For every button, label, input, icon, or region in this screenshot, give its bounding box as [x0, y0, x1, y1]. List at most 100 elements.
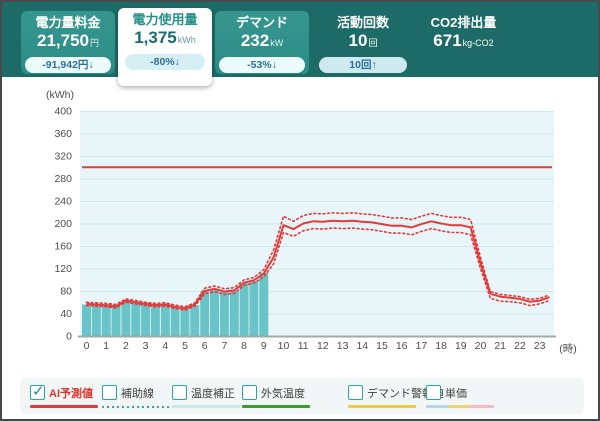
kpi-title: 電力使用量 [132, 12, 198, 27]
y-axis-unit-label: (kWh) [46, 89, 74, 101]
legend-label: AI予測値 [49, 387, 93, 400]
legend-item-ai-forecast[interactable]: AI予測値 [30, 382, 98, 408]
ai-forecast-line [86, 219, 550, 310]
x-tick-label: 19 [455, 340, 467, 352]
x-tick-label: 10 [278, 340, 290, 352]
legend-swatch-teal-dotted [102, 406, 170, 408]
usage-bar [249, 280, 259, 336]
usage-bar [200, 291, 210, 336]
usage-bar [229, 291, 239, 336]
x-tick-label: 12 [317, 340, 329, 352]
legend-swatch-yellow-solid [348, 405, 416, 408]
x-tick-label: 14 [356, 340, 368, 352]
usage-bar [259, 273, 269, 336]
usage-bar [131, 302, 141, 336]
y-tick-label: 40 [60, 308, 72, 320]
legend-label: 単価 [445, 387, 467, 400]
x-tick-label: 7 [221, 340, 227, 352]
usage-bar [160, 305, 170, 336]
legend-item-auxiliary-line[interactable]: 補助線 [102, 385, 170, 408]
usage-bars [82, 273, 269, 337]
y-tick-label: 280 [54, 173, 72, 185]
kpi-unit: kg-CO2 [462, 38, 494, 48]
legend-label: デマンド警報値 [367, 387, 444, 400]
usage-bar [180, 308, 190, 336]
usage-bar [190, 305, 200, 336]
ai-forecast-checkbox[interactable] [30, 382, 45, 400]
auxiliary-line-checkbox[interactable] [102, 385, 117, 400]
y-tick-label: 0 [66, 331, 72, 343]
usage-bar [101, 305, 111, 336]
kpi-title: CO2排出量 [430, 15, 497, 30]
kpi-card-activity-count[interactable]: 活動回数 10回 10回↑ [317, 11, 409, 73]
forecast-upper-band-line [85, 212, 551, 308]
temperature-correction-checkbox[interactable] [172, 385, 187, 400]
legend-swatch-cyan-solid [172, 405, 240, 408]
x-tick-label: 21 [494, 340, 506, 352]
y-tick-label: 320 [54, 151, 72, 163]
x-tick-label: 0 [84, 340, 90, 352]
usage-bar [210, 289, 219, 336]
x-tick-label: 20 [475, 340, 487, 352]
kpi-unit: kWh [177, 35, 196, 45]
usage-bar [150, 305, 160, 336]
kpi-card-demand[interactable]: デマンド 232kW -53%↓ [215, 11, 309, 74]
outdoor-temperature-checkbox[interactable] [242, 385, 257, 400]
usage-bar [91, 304, 101, 336]
kpi-value: 10回 [348, 31, 378, 50]
x-tick-label: 4 [162, 340, 168, 352]
kpi-delta-badge: -80%↓ [125, 54, 205, 70]
legend-swatch-red-solid [30, 405, 98, 408]
x-axis-unit-label: (時) [559, 343, 577, 355]
unit-price-checkbox[interactable] [426, 385, 441, 400]
usage-bar [82, 304, 91, 336]
x-tick-label: 13 [337, 340, 349, 352]
chart-legend: AI予測値 補助線 温度補正 外気温度 デマンド警報値 単価 [20, 378, 584, 414]
x-tick-label: 18 [435, 340, 447, 352]
x-tick-label: 11 [298, 340, 309, 352]
x-tick-label: 15 [376, 340, 388, 352]
forecast-lower-band-line [85, 227, 551, 311]
x-tick-label: 22 [514, 340, 526, 352]
usage-bar [121, 301, 131, 336]
y-tick-label: 80 [60, 286, 72, 298]
kpi-card-co2-emissions[interactable]: CO2排出量 671kg-CO2 [411, 11, 516, 53]
x-tick-label: 17 [416, 340, 428, 352]
legend-label: 温度補正 [191, 387, 235, 400]
x-tick-label: 6 [202, 340, 208, 352]
legend-swatch-multi-segment [426, 405, 494, 408]
legend-item-temperature-correction[interactable]: 温度補正 [172, 385, 240, 408]
y-tick-label: 400 [54, 106, 72, 118]
legend-item-unit-price[interactable]: 単価 [426, 385, 494, 408]
y-tick-label: 200 [54, 218, 72, 230]
kpi-card-energy-usage-active[interactable]: 電力使用量 1,375kWh -80%↓ [118, 8, 212, 86]
x-tick-label: 9 [261, 340, 267, 352]
gridlines [80, 111, 554, 315]
y-tick-label: 160 [54, 241, 72, 253]
kpi-unit: 回 [368, 38, 378, 48]
x-tick-label: 1 [103, 340, 109, 352]
legend-swatch-green-solid [242, 405, 310, 408]
kpi-value: 232kW [240, 31, 284, 50]
demand-alarm-checkbox[interactable] [348, 385, 363, 400]
legend-item-demand-alarm[interactable]: デマンド警報値 [348, 385, 444, 408]
x-tick-label: 8 [241, 340, 247, 352]
kpi-title: 活動回数 [336, 15, 389, 30]
kpi-bar: 電力量料金 21,750円 -91,942円↓ 電力使用量 1,375kWh -… [2, 2, 598, 86]
kpi-title: デマンド [235, 15, 288, 30]
kpi-unit: 円 [89, 38, 99, 48]
x-tick-label: 23 [534, 340, 546, 352]
kpi-value: 671kg-CO2 [433, 31, 494, 50]
legend-label: 外気温度 [261, 387, 305, 400]
kpi-delta-badge: 10回↑ [319, 57, 407, 73]
usage-bar [111, 306, 121, 336]
legend-item-outdoor-temperature[interactable]: 外気温度 [242, 385, 310, 408]
legend-label: 補助線 [121, 387, 154, 400]
usage-bar [219, 292, 229, 336]
y-tick-label: 360 [54, 128, 72, 140]
kpi-value: 21,750円 [36, 31, 99, 50]
kpi-card-energy-cost[interactable]: 電力量料金 21,750円 -91,942円↓ [21, 11, 115, 74]
x-tick-label: 3 [143, 340, 149, 352]
